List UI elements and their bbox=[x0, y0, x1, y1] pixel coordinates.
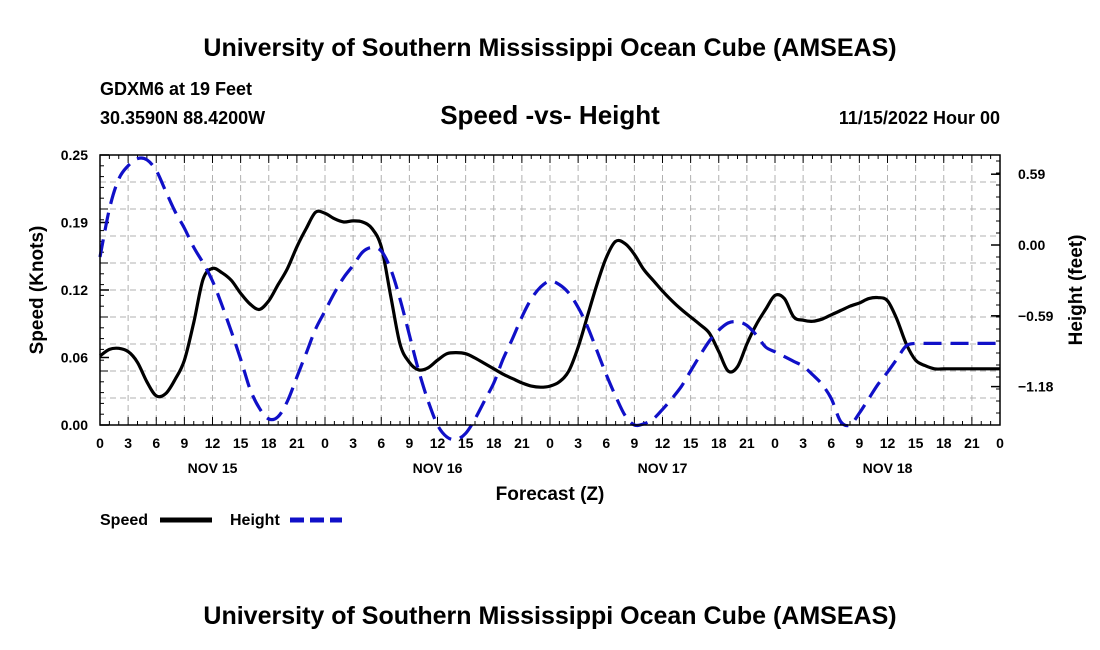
x-tick-label: 0 bbox=[771, 435, 779, 451]
x-tick-label: 18 bbox=[261, 435, 277, 451]
x-axis-label: Forecast (Z) bbox=[496, 484, 605, 505]
y-right-tick-label: −0.59 bbox=[1018, 308, 1054, 324]
x-tick-label: 15 bbox=[683, 435, 699, 451]
forecast-datetime: 11/15/2022 Hour 00 bbox=[839, 108, 1000, 128]
footer-title: University of Southern Mississippi Ocean… bbox=[203, 602, 896, 630]
x-tick-label: 6 bbox=[377, 435, 385, 451]
header-title: University of Southern Mississippi Ocean… bbox=[203, 34, 896, 62]
y-right-tick-label: −1.18 bbox=[1018, 379, 1054, 395]
legend: Speed Height bbox=[100, 512, 342, 529]
x-tick-label: 18 bbox=[711, 435, 727, 451]
y-axis-right-label: Height (feet) bbox=[1066, 235, 1087, 346]
x-tick-label: 9 bbox=[855, 435, 863, 451]
x-tick-label: 9 bbox=[180, 435, 188, 451]
x-tick-label: 15 bbox=[908, 435, 924, 451]
tick-layer: 0 3 6 9 12 15 18 21 0 3 6 9 12 15 18 21 0 3 6 9 12 15 18 21 0 3 6 9… bbox=[61, 147, 1054, 476]
plot-title: Speed -vs- Height bbox=[440, 100, 660, 130]
day-label: NOV 18 bbox=[863, 460, 913, 476]
series-layer bbox=[98, 156, 1000, 442]
x-tick-label: 3 bbox=[574, 435, 582, 451]
x-tick-label: 21 bbox=[739, 435, 755, 451]
x-tick-label: 12 bbox=[430, 435, 446, 451]
x-tick-label: 0 bbox=[996, 435, 1004, 451]
x-tick-label: 15 bbox=[233, 435, 249, 451]
y-left-tick-label: 0.00 bbox=[61, 417, 88, 433]
y-left-tick-label: 0.25 bbox=[61, 147, 88, 163]
x-tick-label: 6 bbox=[602, 435, 610, 451]
x-tick-label: 12 bbox=[880, 435, 896, 451]
day-label: NOV 16 bbox=[413, 460, 463, 476]
x-tick-label: 0 bbox=[96, 435, 104, 451]
y-left-tick-label: 0.12 bbox=[61, 282, 88, 298]
x-tick-label: 9 bbox=[405, 435, 413, 451]
x-tick-label: 0 bbox=[546, 435, 554, 451]
station-coords: 30.3590N 88.4200W bbox=[100, 108, 265, 128]
legend-height-label: Height bbox=[230, 512, 280, 529]
x-tick-label: 12 bbox=[655, 435, 671, 451]
y-left-tick-label: 0.06 bbox=[61, 350, 88, 366]
x-tick-label: 21 bbox=[514, 435, 530, 451]
legend-speed-label: Speed bbox=[100, 512, 148, 529]
plot-frame bbox=[99, 154, 1001, 426]
x-tick-label: 21 bbox=[289, 435, 305, 451]
y-right-tick-label: 0.59 bbox=[1018, 166, 1045, 182]
y-right-tick-label: 0.00 bbox=[1018, 237, 1045, 253]
y-axis-left-label: Speed (Knots) bbox=[27, 226, 48, 355]
x-tick-label: 21 bbox=[964, 435, 980, 451]
speed-series-line bbox=[99, 209, 1000, 399]
station-name: GDXM6 at 19 Feet bbox=[100, 79, 252, 99]
x-tick-label: 18 bbox=[936, 435, 952, 451]
x-tick-label: 15 bbox=[458, 435, 474, 451]
day-label: NOV 17 bbox=[638, 460, 688, 476]
x-tick-label: 18 bbox=[486, 435, 502, 451]
x-tick-label: 6 bbox=[152, 435, 160, 451]
x-tick-label: 3 bbox=[124, 435, 132, 451]
y-left-tick-label: 0.19 bbox=[61, 215, 88, 231]
x-tick-label: 12 bbox=[205, 435, 221, 451]
x-tick-label: 3 bbox=[349, 435, 357, 451]
day-label: NOV 15 bbox=[188, 460, 238, 476]
x-tick-label: 0 bbox=[321, 435, 329, 451]
x-tick-label: 3 bbox=[799, 435, 807, 451]
x-tick-label: 9 bbox=[630, 435, 638, 451]
x-tick-label: 6 bbox=[827, 435, 835, 451]
